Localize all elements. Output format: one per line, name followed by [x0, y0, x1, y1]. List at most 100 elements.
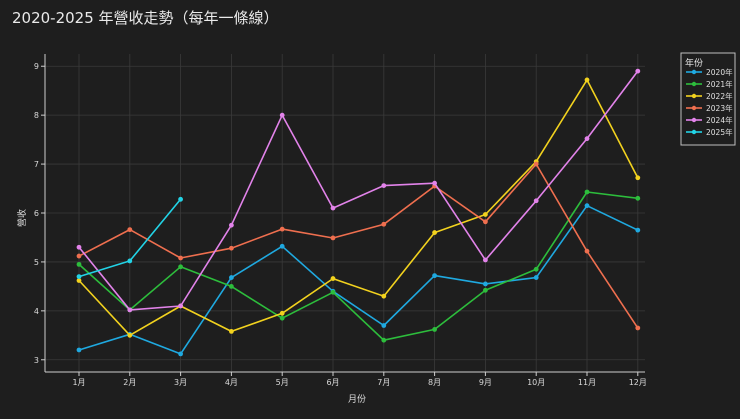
data-point: [178, 255, 184, 261]
data-point: [178, 264, 184, 270]
x-tick-label: 7月: [377, 378, 390, 387]
series-2025年: [76, 196, 184, 279]
series-line: [78, 163, 639, 329]
legend-item[interactable]: 2024年: [686, 115, 733, 125]
data-point: [483, 219, 488, 225]
data-point: [432, 230, 437, 235]
legend-label: 2022年: [706, 91, 733, 101]
data-point: [279, 226, 285, 232]
legend-title: 年份: [685, 57, 703, 69]
data-point: [178, 351, 184, 357]
data-point: [229, 275, 234, 280]
legend-box: [680, 52, 736, 146]
data-point: [127, 258, 133, 264]
legend[interactable]: 年份 2020年 2021年 2022年 2023年 2024年 2025年: [680, 52, 736, 146]
data-point: [279, 315, 285, 321]
legend-swatch-marker: [691, 129, 697, 135]
data-point: [76, 261, 82, 267]
series-2022年: [76, 77, 641, 338]
data-point: [279, 243, 285, 249]
data-point: [584, 189, 590, 195]
data-point: [533, 266, 539, 272]
data-point: [279, 310, 285, 316]
data-point: [584, 136, 590, 142]
x-tick-label: 8月: [428, 378, 441, 387]
data-point: [432, 327, 437, 332]
x-tick-label: 10月: [527, 378, 545, 387]
y-tick-label: 3: [34, 356, 39, 365]
series-line: [78, 70, 639, 311]
data-point: [584, 203, 590, 209]
data-point: [381, 323, 387, 328]
y-tick-label: 7: [34, 160, 39, 169]
data-point: [229, 245, 234, 251]
legend-swatch-marker: [691, 117, 697, 123]
data-point: [381, 221, 387, 227]
data-point: [330, 289, 336, 295]
series-lines: [76, 68, 641, 357]
legend-label: 2023年: [706, 103, 733, 113]
x-tick-label: 12月: [629, 378, 647, 387]
data-point: [229, 283, 234, 289]
data-point: [330, 276, 336, 281]
x-tick-label: 9月: [479, 378, 492, 387]
legend-label: 2025年: [706, 127, 733, 137]
x-tick-label: 5月: [276, 378, 289, 387]
data-point: [330, 205, 336, 211]
data-point: [381, 337, 387, 343]
legend-swatch-marker: [691, 105, 697, 111]
grid-lines: [45, 54, 645, 372]
legend-item[interactable]: 2022年: [686, 91, 733, 101]
data-point: [533, 198, 539, 204]
data-point: [533, 161, 539, 167]
data-point: [76, 347, 82, 353]
y-tick-label: 9: [34, 62, 39, 71]
data-point: [127, 332, 133, 338]
x-tick-label: 1月: [72, 378, 85, 387]
data-point: [635, 227, 641, 233]
data-point: [432, 273, 437, 279]
data-point: [76, 253, 82, 259]
series-line: [78, 79, 639, 337]
data-point: [635, 175, 641, 181]
legend-item[interactable]: 2025年: [686, 127, 733, 137]
data-point: [76, 274, 82, 279]
legend-swatch-marker: [691, 81, 697, 87]
data-point: [635, 195, 641, 201]
data-point: [76, 278, 82, 283]
legend-item[interactable]: 2020年: [686, 67, 733, 77]
data-point: [584, 248, 590, 254]
legend-label: 2020年: [706, 67, 733, 77]
legend-label: 2024年: [706, 115, 733, 125]
legend-items[interactable]: 2020年 2021年 2022年 2023年 2024年 2025年: [686, 67, 733, 137]
series-line: [78, 204, 639, 355]
data-point: [279, 112, 285, 118]
x-tick-label: 11月: [578, 378, 596, 387]
data-point: [229, 328, 234, 334]
plot-area: 3 4 5 6 7 8 9 1月 2月 3月 4月 5月 6月 7月 8月 9月 10月 11月 12月: [34, 54, 647, 387]
legend-item[interactable]: 2023年: [686, 103, 733, 113]
data-point: [483, 287, 488, 293]
data-point: [229, 222, 234, 228]
data-point: [483, 257, 488, 263]
data-point: [381, 293, 387, 299]
data-point: [432, 180, 437, 186]
axes: 3 4 5 6 7 8 9 1月 2月 3月 4月 5月 6月 7月 8月 9月 10月 11月 12月: [34, 54, 647, 387]
legend-label: 2021年: [706, 79, 733, 89]
data-point: [635, 68, 641, 74]
x-tick-label: 4月: [225, 378, 238, 387]
legend-swatch-marker: [691, 69, 697, 75]
x-tick-label: 6月: [326, 378, 339, 387]
data-point: [483, 212, 488, 217]
y-tick-label: 5: [34, 258, 39, 267]
data-point: [381, 183, 387, 189]
y-tick-label: 4: [34, 307, 39, 316]
data-point: [483, 281, 488, 287]
legend-item[interactable]: 2021年: [686, 79, 733, 89]
x-tick-label: 3月: [174, 378, 187, 387]
x-tick-label: 2月: [123, 378, 136, 387]
data-point: [584, 77, 590, 83]
y-tick-label: 8: [34, 111, 39, 120]
